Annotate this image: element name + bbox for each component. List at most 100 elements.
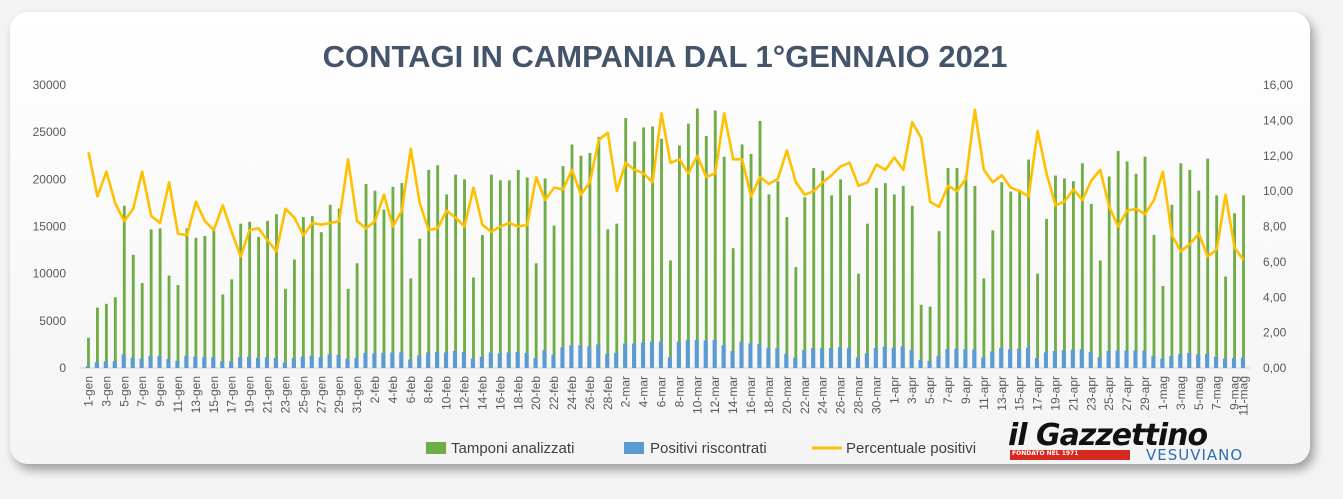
bar-tamponi	[1089, 203, 1093, 368]
bar-positivi	[730, 351, 735, 368]
bar-positivi	[497, 353, 502, 368]
bar-tamponi	[534, 263, 538, 368]
bar-tamponi	[436, 165, 440, 368]
bar-positivi	[443, 352, 449, 368]
x-tick-label: 9-gen	[153, 376, 167, 407]
bar-tamponi	[579, 155, 583, 368]
bar-tamponi	[176, 284, 180, 368]
bar-tamponi	[615, 223, 619, 368]
x-tick-label: 3-apr	[905, 376, 919, 404]
right-tick-label: 2,00	[1263, 326, 1287, 340]
bar-tamponi	[552, 225, 556, 368]
bar-tamponi	[1000, 182, 1004, 368]
bar-positivi	[488, 352, 493, 368]
bar-tamponi	[337, 208, 341, 368]
bar-positivi	[193, 356, 198, 368]
bar-positivi	[882, 346, 887, 368]
bar-positivi	[264, 357, 269, 368]
left-tick-label: 30000	[33, 78, 67, 92]
bar-positivi	[667, 357, 672, 368]
bar-positivi	[972, 349, 977, 368]
bar-tamponi	[901, 185, 905, 368]
x-tick-label: 26-mar	[834, 376, 848, 414]
bar-positivi	[381, 352, 386, 368]
x-tick-label: 10-mar	[690, 376, 704, 414]
bar-positivi	[1133, 350, 1138, 368]
bar-positivi	[1196, 354, 1201, 368]
bar-tamponi	[140, 283, 144, 368]
bar-positivi	[1088, 351, 1093, 368]
bar-tamponi	[472, 277, 475, 368]
bar-positivi	[1142, 350, 1147, 368]
bar-positivi	[757, 343, 762, 368]
bar-positivi	[632, 343, 637, 368]
bar-positivi	[309, 355, 314, 368]
bar-tamponi	[642, 127, 646, 368]
x-tick-label: 20-feb	[529, 376, 543, 410]
bar-tamponi	[1080, 163, 1084, 368]
bar-tamponi	[946, 168, 950, 368]
x-tick-label: 6-feb	[404, 376, 418, 404]
bar-positivi	[945, 349, 950, 368]
bar-positivi	[703, 340, 708, 368]
x-tick-label: 4-feb	[386, 376, 400, 404]
bar-tamponi	[660, 138, 663, 368]
bar-tamponi	[928, 306, 932, 368]
bar-tamponi	[131, 254, 135, 368]
bar-positivi	[1043, 352, 1048, 368]
bar-tamponi	[230, 279, 234, 368]
x-tick-label: 1-mag	[1156, 376, 1170, 410]
bar-positivi	[220, 361, 225, 368]
x-tick-label: 15-gen	[207, 376, 221, 413]
bar-positivi	[211, 357, 216, 368]
right-tick-label: 12,00	[1263, 149, 1293, 163]
bar-positivi	[909, 350, 914, 368]
bar-positivi	[766, 348, 771, 368]
bar-tamponi	[1206, 158, 1210, 368]
bar-tamponi	[1071, 181, 1075, 368]
x-tick-label: 11-apr	[977, 376, 991, 410]
bar-positivi	[900, 346, 905, 368]
right-tick-label: 10,00	[1263, 184, 1293, 198]
bar-tamponi	[409, 278, 413, 368]
x-tick-label: 7-mag	[1210, 376, 1224, 410]
bar-positivi	[1231, 358, 1237, 368]
bar-positivi	[855, 357, 860, 368]
bar-tamponi	[122, 205, 126, 368]
bar-positivi	[560, 347, 565, 368]
bar-tamponi	[158, 228, 162, 368]
bar-tamponi	[1170, 204, 1174, 368]
bar-tamponi	[821, 170, 825, 368]
bar-positivi	[963, 349, 968, 368]
x-tick-label: 24-mar	[816, 376, 830, 414]
legend-label-positivi: Positivi riscontrati	[650, 440, 767, 457]
left-tick-label: 10000	[33, 267, 67, 281]
bar-positivi	[229, 361, 234, 368]
bar-tamponi	[812, 168, 816, 368]
bar-tamponi	[1197, 190, 1201, 368]
bar-tamponi	[1018, 189, 1022, 368]
bar-tamponi	[740, 144, 744, 368]
x-tick-label: 4-mar	[637, 376, 651, 407]
bar-tamponi	[87, 337, 90, 368]
right-tick-label: 0,00	[1263, 361, 1287, 375]
bar-tamponi	[445, 194, 449, 368]
bar-positivi	[506, 352, 511, 368]
bar-positivi	[891, 347, 896, 368]
bar-tamponi	[454, 174, 458, 368]
bar-tamponi	[848, 195, 851, 368]
bar-positivi	[515, 351, 520, 368]
bar-positivi	[927, 360, 932, 368]
bar-positivi	[811, 348, 816, 368]
series-tamponi-bars	[87, 108, 1245, 369]
bar-positivi	[112, 361, 117, 368]
bar-tamponi	[686, 123, 690, 368]
bar-positivi	[569, 345, 574, 368]
x-tick-label: 9-apr	[959, 376, 973, 404]
bar-tamponi	[982, 278, 986, 368]
x-tick-label: 30-mar	[869, 376, 883, 414]
bar-tamponi	[516, 169, 520, 368]
logo-edition: VESUVIANO	[1146, 446, 1244, 464]
bar-tamponi	[839, 179, 843, 368]
bar-tamponi	[588, 152, 592, 368]
